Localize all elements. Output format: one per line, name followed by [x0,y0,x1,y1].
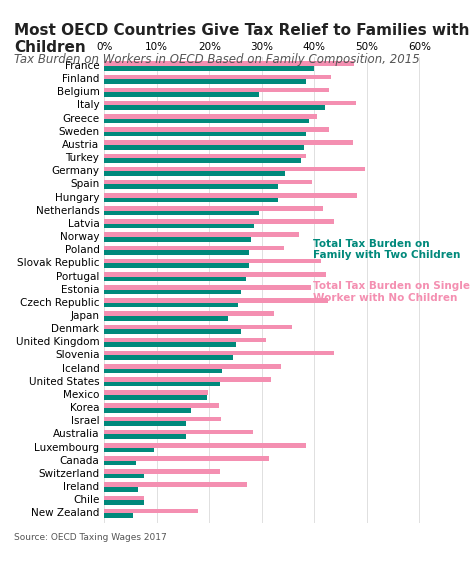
Bar [104,259,320,264]
Bar [104,101,356,106]
Bar [104,461,136,465]
Bar [104,482,246,487]
Bar [104,153,306,158]
Bar [104,79,306,83]
Bar [104,356,233,360]
Bar [104,66,314,70]
Bar [104,487,138,492]
Bar [104,127,329,132]
Bar [104,364,281,369]
Bar [104,264,249,268]
Bar [104,224,254,228]
Bar [104,469,220,474]
Bar [104,180,312,185]
Bar [104,74,330,79]
Bar [104,87,329,93]
Bar [104,298,328,303]
Bar [104,329,241,334]
Bar [104,509,198,513]
Bar [104,417,221,421]
Bar [104,311,274,316]
Bar [104,500,144,505]
Bar [104,185,278,189]
Bar [104,158,301,162]
Bar [104,513,133,518]
Bar [104,456,269,461]
Text: TAX FOUNDATION: TAX FOUNDATION [9,552,120,562]
Bar [104,421,186,426]
Bar [104,395,207,399]
Bar [104,369,222,373]
Bar [104,403,219,408]
Bar [104,390,208,395]
Bar [104,277,246,281]
Bar [104,119,309,123]
Bar [104,198,278,202]
Bar [104,114,318,119]
Bar [104,219,334,224]
Text: Tax Burden on Workers in OECD Based on Family Composition, 2015: Tax Burden on Workers in OECD Based on F… [14,53,420,66]
Bar [104,237,251,241]
Bar [104,61,354,66]
Bar [104,140,353,145]
Bar [104,351,334,356]
Bar [104,408,191,413]
Bar [104,343,236,347]
Bar [104,172,285,176]
Bar [104,285,310,290]
Text: @TaxFoundation: @TaxFoundation [384,552,465,562]
Text: Total Tax Burden on
Family with Two Children: Total Tax Burden on Family with Two Chil… [313,239,460,260]
Bar [104,250,249,255]
Bar [104,382,220,386]
Text: Source: OECD Taxing Wages 2017: Source: OECD Taxing Wages 2017 [14,533,167,542]
Bar [104,193,357,198]
Bar [104,496,144,500]
Bar [104,474,144,478]
Bar [104,324,292,329]
Bar [104,106,325,110]
Bar [104,443,306,448]
Bar [104,245,284,250]
Bar [104,93,259,97]
Bar [104,430,253,435]
Bar [104,132,306,136]
Bar [104,145,304,149]
Bar [104,272,327,277]
Bar [104,316,228,320]
Bar [104,435,186,439]
Bar [104,338,266,343]
Bar [104,211,259,215]
Text: Most OECD Countries Give Tax Relief to Families with Children: Most OECD Countries Give Tax Relief to F… [14,23,470,55]
Bar [104,303,238,307]
Bar [104,232,299,237]
Bar [104,448,154,452]
Text: Total Tax Burden on Single
Worker with No Children: Total Tax Burden on Single Worker with N… [313,281,470,303]
Bar [104,290,241,294]
Bar [104,166,365,172]
Bar [104,377,271,382]
Bar [104,206,323,211]
